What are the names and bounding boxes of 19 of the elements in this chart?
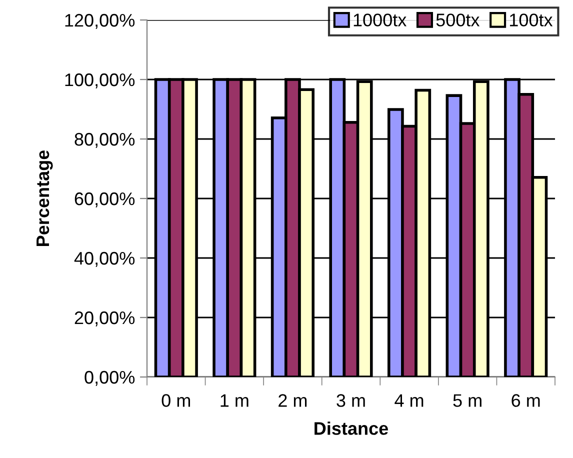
- x-tick-label: 5 m: [453, 394, 482, 407]
- y-tick-label: 100,00%: [65, 73, 135, 88]
- x-tick-label: 4 m: [394, 394, 424, 407]
- legend-label: 500tx: [436, 14, 480, 26]
- x-tick-label: 6 m: [512, 394, 540, 407]
- y-tick-label: 20,00%: [74, 311, 135, 326]
- legend-label: 100tx: [510, 14, 553, 26]
- legend-label: 1000tx: [354, 14, 406, 26]
- x-axis-title: Distance: [314, 422, 388, 435]
- y-tick-label: 0,00%: [84, 370, 135, 386]
- y-axis-title: Percentage: [36, 150, 53, 246]
- y-tick-label: 60,00%: [74, 192, 135, 208]
- x-tick-label: 0 m: [162, 394, 190, 407]
- y-tick-label: 40,00%: [74, 252, 135, 267]
- x-tick-label: 3 m: [336, 394, 365, 407]
- y-tick-label: 120,00%: [65, 14, 135, 29]
- x-tick-label: 1 m: [220, 394, 248, 407]
- y-tick-label: 80,00%: [74, 132, 135, 148]
- x-tick-label: 2 m: [278, 394, 307, 407]
